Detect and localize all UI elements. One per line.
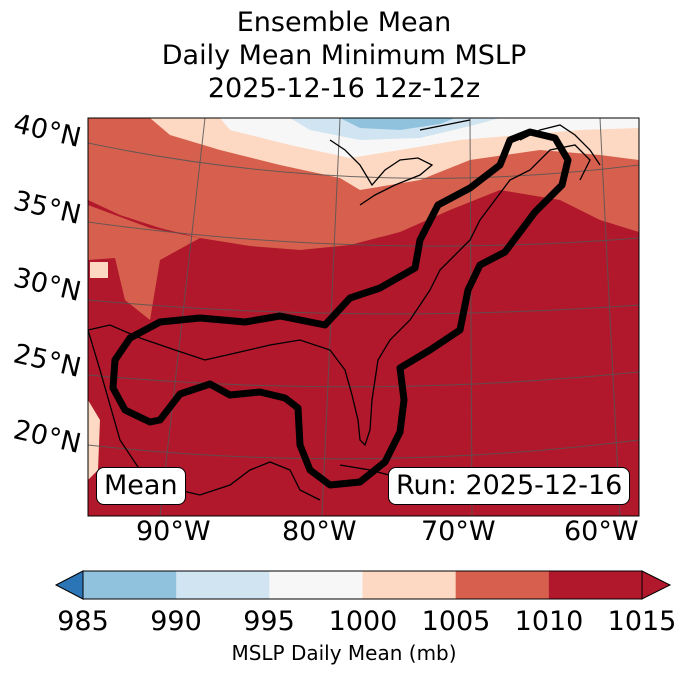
field-1005-spot <box>90 262 108 278</box>
colorbar-tick-1000: 1000 <box>328 606 398 637</box>
lon-label-70: 70°W <box>421 516 496 547</box>
colorbar-extend-low <box>54 570 84 600</box>
parallel-35 <box>88 221 639 247</box>
us-coast <box>88 144 591 447</box>
mslp-field <box>88 118 639 516</box>
field-990 <box>340 118 455 130</box>
mexico-coast <box>88 329 321 501</box>
field-1010-west <box>88 205 200 320</box>
colorbar-tick-1010: 1010 <box>514 606 584 637</box>
colorbar-segment <box>548 571 643 599</box>
title-line-2: Daily Mean Minimum MSLP <box>161 40 527 71</box>
colorbar-outline <box>82 570 643 600</box>
lon-label-90: 90°W <box>136 516 211 547</box>
mean-label: Mean <box>96 467 186 505</box>
lon-label-80: 80°W <box>282 516 357 547</box>
lon-label-60: 60°W <box>564 516 639 547</box>
contour-line <box>109 128 572 489</box>
colorbar-tick-985: 985 <box>57 606 109 637</box>
colorbar-title: MSLP Daily Mean (mb) <box>231 641 457 665</box>
parallel-20 <box>88 439 639 460</box>
colorbar <box>54 570 672 600</box>
colorbar-segment <box>362 571 457 599</box>
colorbar-segment <box>269 571 363 599</box>
parallel-30 <box>88 299 639 315</box>
parallel-25 <box>88 371 639 388</box>
colorbar-tick-1015: 1015 <box>607 606 677 637</box>
colorbar-extend-high <box>641 570 672 600</box>
colorbar-segment <box>83 571 177 599</box>
colorbar-tick-995: 995 <box>243 606 295 637</box>
colorbar-tick-1005: 1005 <box>421 606 491 637</box>
colorbar-segments <box>83 571 643 599</box>
map-frame <box>87 117 640 517</box>
field-1005-sw <box>88 400 100 480</box>
meridian-60 <box>599 118 621 516</box>
title-line-3: 2025-12-16 12z-12z <box>207 73 481 104</box>
run-label: Run: 2025-12-16 <box>388 467 631 505</box>
colorbar-segment <box>455 571 550 599</box>
great-lakes <box>329 139 434 206</box>
colorbar-segment <box>176 571 270 599</box>
title-line-1: Ensemble Mean <box>236 7 452 38</box>
colorbar-tick-990: 990 <box>150 606 202 637</box>
canada-border <box>419 119 471 131</box>
